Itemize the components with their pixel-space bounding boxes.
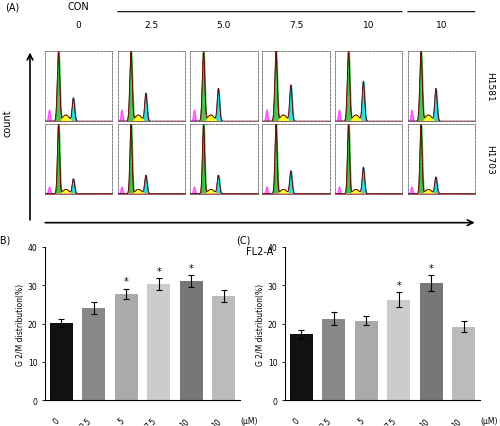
Text: (μM): (μM) <box>480 416 498 425</box>
Bar <box>180 281 203 400</box>
Bar <box>115 294 138 400</box>
Bar <box>50 323 72 400</box>
Bar <box>322 319 345 400</box>
Bar <box>82 308 105 400</box>
Text: *: * <box>156 266 161 276</box>
Text: 5.0: 5.0 <box>216 21 231 30</box>
Text: 2.5: 2.5 <box>79 416 94 426</box>
Y-axis label: G 2/M distribution(%): G 2/M distribution(%) <box>256 283 265 365</box>
Bar <box>290 334 312 400</box>
Text: 5: 5 <box>116 416 126 426</box>
Text: 7.5: 7.5 <box>384 416 399 426</box>
Text: (B): (B) <box>0 235 10 245</box>
Bar <box>355 321 378 400</box>
Text: 10: 10 <box>436 21 447 30</box>
Text: 10: 10 <box>418 416 431 426</box>
Text: 0: 0 <box>292 416 301 426</box>
Bar <box>388 300 410 400</box>
Bar <box>452 327 475 400</box>
Text: (μM): (μM) <box>240 416 258 425</box>
Text: *: * <box>189 263 194 273</box>
Text: *: * <box>396 280 401 290</box>
Text: 7.5: 7.5 <box>289 21 304 30</box>
Text: CON: CON <box>68 2 90 12</box>
Text: H1703: H1703 <box>485 144 494 174</box>
Text: 5: 5 <box>356 416 366 426</box>
Y-axis label: G 2/M distribution(%): G 2/M distribution(%) <box>16 283 25 365</box>
Text: 10: 10 <box>450 416 464 426</box>
Text: (C): (C) <box>236 235 250 245</box>
Bar <box>420 284 442 400</box>
Text: FL2-A: FL2-A <box>246 246 274 256</box>
Text: 10: 10 <box>210 416 224 426</box>
Text: *: * <box>124 276 128 287</box>
Text: 0: 0 <box>76 21 82 30</box>
Text: 2.5: 2.5 <box>144 21 158 30</box>
Text: 10: 10 <box>363 21 374 30</box>
Text: count: count <box>2 109 12 137</box>
Text: 2.5: 2.5 <box>319 416 334 426</box>
Text: H1581: H1581 <box>485 72 494 102</box>
Text: 7.5: 7.5 <box>144 416 159 426</box>
Text: (A): (A) <box>5 2 19 12</box>
Bar <box>212 296 235 400</box>
Bar <box>148 284 170 400</box>
Text: 0: 0 <box>52 416 61 426</box>
Text: 10: 10 <box>178 416 191 426</box>
Text: *: * <box>429 264 434 273</box>
